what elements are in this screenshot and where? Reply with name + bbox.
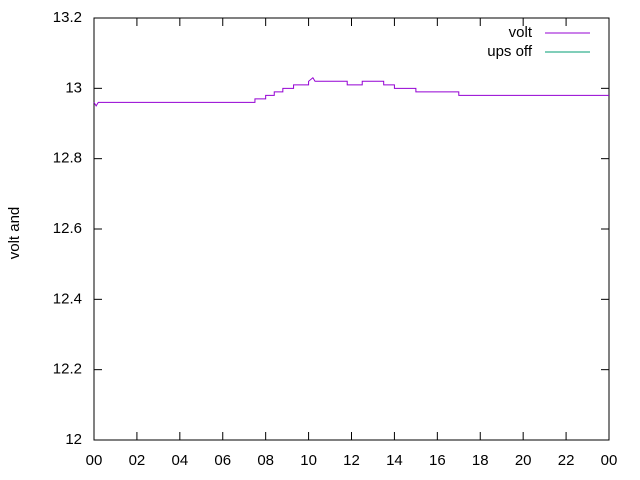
y-tick-label: 13.2 [53, 9, 82, 26]
x-tick-label: 12 [343, 452, 360, 469]
y-tick-label: 12.4 [53, 290, 82, 307]
x-tick-label: 04 [171, 452, 188, 469]
x-tick-label: 14 [386, 452, 403, 469]
x-tick-label: 00 [86, 452, 103, 469]
y-tick-label: 12 [65, 431, 82, 448]
x-tick-label: 00 [601, 452, 618, 469]
y-axis-label: volt and [6, 207, 23, 260]
legend-label: volt [509, 24, 533, 41]
x-tick-label: 06 [214, 452, 231, 469]
y-tick-label: 12.2 [53, 361, 82, 378]
plot-border [93, 17, 610, 441]
legend-label: ups off [487, 43, 533, 60]
x-tick-label: 22 [558, 452, 575, 469]
x-tick-label: 10 [300, 452, 317, 469]
series-line [93, 77, 609, 107]
x-tick-label: 08 [257, 452, 274, 469]
x-tick-label: 02 [129, 452, 146, 469]
x-tick-label: 16 [429, 452, 446, 469]
y-tick-label: 12.6 [53, 220, 82, 237]
y-tick-label: 13 [65, 79, 82, 96]
x-tick-label: 18 [472, 452, 489, 469]
x-tick-label: 20 [515, 452, 532, 469]
y-tick-label: 12.8 [53, 150, 82, 167]
